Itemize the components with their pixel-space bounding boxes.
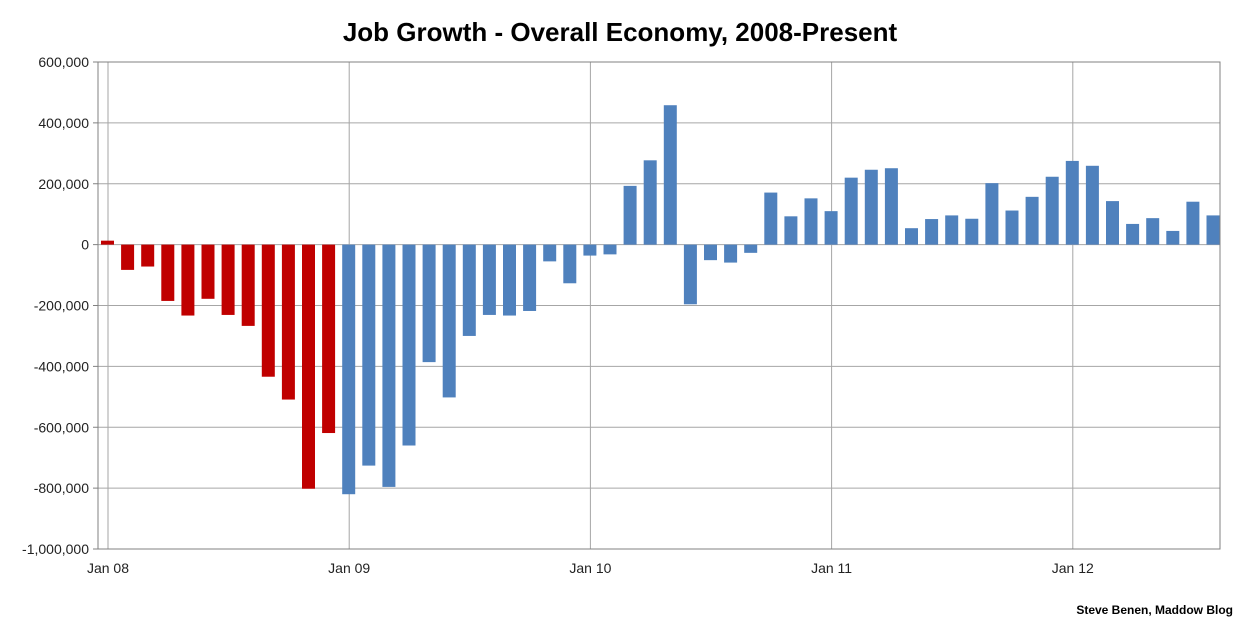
x-tick-label: Jan 11 xyxy=(811,560,852,576)
bar-mar-2008 xyxy=(141,244,155,267)
bar-may-2011 xyxy=(905,228,918,245)
bar-dec-2011 xyxy=(1045,176,1059,245)
y-tick-label: -400,000 xyxy=(34,358,89,374)
bar-jul-2009 xyxy=(462,244,476,336)
bar-jan-2012 xyxy=(1065,160,1079,245)
chart-title: Job Growth - Overall Economy, 2008-Prese… xyxy=(343,17,898,47)
bar-aug-2009 xyxy=(482,244,496,315)
bar-dec-2010 xyxy=(804,198,818,245)
bar-nov-2011 xyxy=(1025,196,1039,245)
bar-jul-2012 xyxy=(1186,201,1200,245)
x-tick-labels: Jan 08 Jan 09 Jan 10 Jan 11 Jan 12 xyxy=(87,560,1094,576)
bar-dec-2009 xyxy=(563,244,577,284)
bar-jan-2010 xyxy=(583,244,597,256)
chart-credit: Steve Benen, Maddow Blog xyxy=(1076,603,1233,617)
bar-sep-2008 xyxy=(261,244,275,377)
y-tick-label: 400,000 xyxy=(38,115,89,131)
x-tick-label: Jan 10 xyxy=(569,560,611,576)
bar-nov-2009 xyxy=(543,244,557,262)
bar-feb-2009 xyxy=(362,244,376,466)
axes xyxy=(93,61,1221,550)
bar-may-2012 xyxy=(1146,218,1160,245)
bar-jul-2010 xyxy=(704,244,717,261)
bar-aug-2012 xyxy=(1206,215,1220,245)
y-tick-label: -1,000,000 xyxy=(22,541,89,557)
y-tick-label: -800,000 xyxy=(34,480,89,496)
y-tick-label: 200,000 xyxy=(38,176,89,192)
bar-feb-2010 xyxy=(603,244,617,255)
bar-sep-2011 xyxy=(985,183,999,245)
bar-oct-2008 xyxy=(281,244,295,400)
bar-jan-2008 xyxy=(101,240,114,245)
bar-jul-2011 xyxy=(945,215,959,245)
y-tick-label: -200,000 xyxy=(34,298,89,314)
bar-mar-2009 xyxy=(382,244,396,487)
bar-jul-2008 xyxy=(221,244,235,315)
bar-jun-2011 xyxy=(925,219,939,245)
bar-apr-2009 xyxy=(402,244,416,446)
bar-jan-2009 xyxy=(342,244,356,495)
bar-mar-2010 xyxy=(623,185,637,245)
bar-dec-2008 xyxy=(322,244,336,434)
bar-oct-2009 xyxy=(523,244,537,311)
bar-jun-2009 xyxy=(442,244,456,398)
bar-nov-2008 xyxy=(302,244,315,489)
bar-feb-2008 xyxy=(121,244,135,270)
bar-may-2010 xyxy=(663,105,677,245)
bar-may-2009 xyxy=(422,244,436,363)
y-tick-label: -600,000 xyxy=(34,419,89,435)
bar-aug-2008 xyxy=(241,244,255,326)
bar-jan-2011 xyxy=(824,211,838,245)
y-tick-label: 600,000 xyxy=(38,54,89,70)
bar-aug-2010 xyxy=(724,244,738,263)
bar-sep-2009 xyxy=(503,244,516,316)
x-tick-label: Jan 08 xyxy=(87,560,129,576)
bar-jun-2010 xyxy=(683,244,697,305)
x-tick-label: Jan 12 xyxy=(1052,560,1094,576)
bar-jun-2008 xyxy=(201,244,215,299)
bar-jun-2012 xyxy=(1166,230,1180,245)
bar-apr-2010 xyxy=(643,160,657,245)
bars xyxy=(101,105,1220,495)
bar-aug-2011 xyxy=(965,218,979,245)
bar-oct-2011 xyxy=(1005,210,1019,245)
bar-may-2008 xyxy=(181,244,195,316)
bar-nov-2010 xyxy=(784,216,798,245)
bar-feb-2011 xyxy=(844,177,858,245)
bar-apr-2011 xyxy=(884,168,898,245)
bar-oct-2010 xyxy=(764,192,778,245)
plot-area-border xyxy=(97,61,1221,550)
x-tick-label: Jan 09 xyxy=(328,560,370,576)
bar-sep-2010 xyxy=(744,244,758,253)
bar-apr-2008 xyxy=(161,244,175,301)
bar-mar-2011 xyxy=(864,169,878,245)
bar-apr-2012 xyxy=(1126,223,1140,245)
bar-feb-2012 xyxy=(1085,165,1099,245)
y-tick-labels: 600,000 400,000 200,000 0 -200,000 -400,000 -6… xyxy=(22,54,89,557)
bar-mar-2012 xyxy=(1106,201,1119,245)
y-tick-label: 0 xyxy=(81,237,89,253)
